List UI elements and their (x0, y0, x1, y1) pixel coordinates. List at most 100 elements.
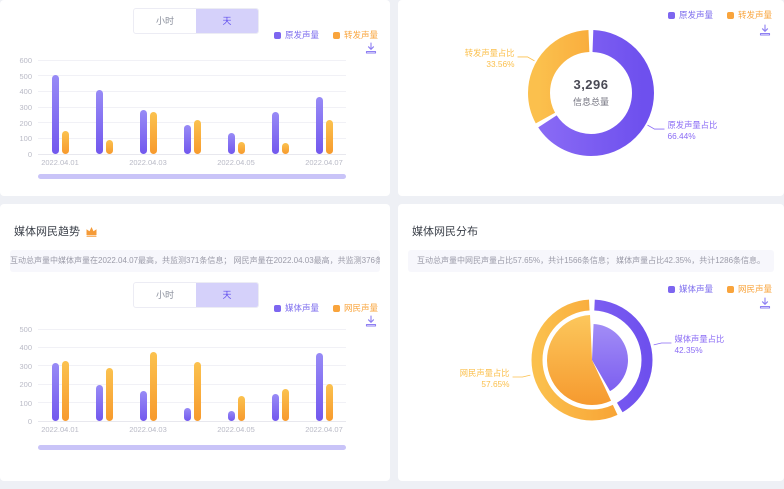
panel-title-text: 媒体网民分布 (412, 226, 478, 238)
bar-媒体声量[interactable] (51, 363, 59, 421)
legend-item[interactable]: 转发声量 (726, 9, 772, 21)
bar-原发声量[interactable] (271, 111, 279, 154)
pie-slice-媒体声量占比[interactable] (531, 299, 653, 421)
gridline (38, 75, 346, 77)
label-connector (653, 342, 672, 346)
x-axis-tick: 2022.04.07 (305, 425, 343, 434)
bar-原发声量[interactable] (227, 133, 235, 154)
slice-label-percent: 33.56% (486, 59, 515, 69)
bar-媒体声量[interactable] (315, 352, 323, 421)
chart-scrollbar[interactable] (38, 445, 346, 450)
panel-volume-distribution: 原发声量 转发声量 原发声量占比 66.44% 转发声量占比 33.56% 3,296 … (398, 0, 784, 196)
download-icon[interactable] (365, 42, 377, 54)
y-axis-tick: 100 (19, 398, 32, 408)
bar-chart: 0 100 200 300 400 500 2022.04.01 2022.04.03 2022… (19, 325, 346, 434)
bar-转发声量[interactable] (237, 141, 245, 154)
bar-转发声量[interactable] (193, 120, 201, 154)
legend-item[interactable]: 网民声量 (332, 302, 378, 314)
bar-原发声量[interactable] (51, 74, 59, 154)
gridline (38, 328, 346, 330)
gridline (38, 106, 346, 108)
legend-marker (273, 304, 281, 312)
legend-item[interactable]: 转发声量 (332, 29, 378, 41)
slice-label-percent: 42.35% (674, 345, 703, 355)
bar-网民声量[interactable] (105, 367, 113, 421)
toggle-option[interactable]: 小时 (155, 290, 174, 300)
toggle-option[interactable]: 小时 (155, 16, 174, 26)
slice-label-percent: 57.65% (481, 379, 510, 389)
pie-slice-网民声量占比[interactable] (531, 299, 653, 421)
bar-原发声量[interactable] (139, 109, 147, 154)
bar-媒体声量[interactable] (95, 385, 103, 421)
bar-媒体声量[interactable] (227, 411, 235, 421)
toggle-option[interactable]: 天 (196, 283, 258, 307)
bar-chart: 0 100 200 300 400 500 600 2022.04.01 2022.04.03 2… (19, 56, 346, 167)
chart-scrollbar[interactable] (38, 174, 346, 179)
panel-title: 媒体网民趋势 (14, 223, 98, 239)
chart-summary: 互动总声量中网民声量占比57.65%，共计1566条信息； 媒体声量占比42.3… (408, 250, 774, 272)
chart-legend: 媒体声量 网民声量 (667, 283, 772, 295)
download-icon[interactable] (759, 297, 771, 309)
download-icon[interactable] (759, 24, 771, 36)
x-axis-tick: 2022.04.01 (41, 425, 79, 434)
y-axis-tick: 0 (27, 150, 32, 159)
legend-label: 原发声量 (284, 30, 319, 40)
legend-label: 媒体声量 (678, 284, 713, 294)
x-axis-tick: 2022.04.01 (41, 158, 79, 167)
y-axis-tick: 200 (19, 118, 32, 128)
panel-title-text: 媒体网民趋势 (14, 226, 80, 238)
x-axis-tick: 2022.04.05 (217, 425, 255, 434)
legend-item[interactable]: 原发声量 (667, 9, 713, 21)
bar-转发声量[interactable] (105, 140, 113, 154)
slice-label-name: 媒体声量占比 (674, 334, 724, 344)
gridline (38, 122, 346, 124)
legend-marker (726, 11, 734, 19)
gridline (38, 90, 346, 92)
gridline (38, 365, 346, 367)
pie-slice-转发声量占比[interactable] (528, 30, 654, 156)
x-axis-tick: 2022.04.03 (129, 425, 167, 434)
panel-volume-trend: 小时 天 原发声量 转发声量 0 100 200 300 400 500 600 2022.04.… (0, 0, 390, 196)
bar-媒体声量[interactable] (271, 394, 279, 421)
y-axis-tick: 400 (19, 343, 32, 353)
y-axis-tick: 600 (19, 56, 32, 65)
legend-item[interactable]: 媒体声量 (273, 302, 319, 314)
label-connector (517, 56, 535, 62)
bar-网民声量[interactable] (193, 361, 201, 421)
bar-转发声量[interactable] (149, 112, 157, 154)
gridline (38, 153, 346, 155)
bar-原发声量[interactable] (183, 124, 191, 154)
bar-原发声量[interactable] (95, 89, 103, 154)
legend-item[interactable]: 网民声量 (726, 283, 772, 295)
pie-wedge-媒体声量占比[interactable] (592, 324, 628, 392)
label-connector (512, 374, 531, 378)
toggle-option[interactable]: 天 (196, 9, 258, 33)
legend-marker (667, 11, 675, 19)
slice-label-name: 转发声量占比 (465, 48, 515, 58)
bar-网民声量[interactable] (281, 388, 289, 421)
legend-label: 转发声量 (737, 10, 772, 20)
legend-item[interactable]: 媒体声量 (667, 283, 713, 295)
legend-marker (667, 285, 675, 293)
panel-media-netizen-distribution: 媒体网民分布 互动总声量中网民声量占比57.65%，共计1566条信息； 媒体声… (398, 204, 784, 481)
legend-label: 网民声量 (343, 303, 378, 313)
legend-marker (332, 304, 340, 312)
download-icon[interactable] (365, 315, 377, 327)
bar-原发声量[interactable] (315, 97, 323, 154)
slice-label-percent: 66.44% (667, 131, 696, 141)
bar-网民声量[interactable] (325, 384, 333, 421)
pie-slice-原发声量占比[interactable] (528, 30, 654, 156)
y-axis-tick: 200 (19, 380, 32, 390)
bar-网民声量[interactable] (237, 395, 245, 421)
pie-wedge-网民声量占比[interactable] (547, 315, 612, 405)
legend-item[interactable]: 原发声量 (273, 29, 319, 41)
bar-转发声量[interactable] (325, 119, 333, 154)
bar-媒体声量[interactable] (139, 390, 147, 421)
bar-转发声量[interactable] (61, 130, 69, 154)
bar-网民声量[interactable] (61, 360, 69, 421)
legend-marker (273, 31, 281, 39)
bar-网民声量[interactable] (149, 351, 157, 421)
bar-转发声量[interactable] (281, 143, 289, 154)
slice-label-name: 网民声量占比 (460, 368, 510, 378)
bar-媒体声量[interactable] (183, 407, 191, 421)
